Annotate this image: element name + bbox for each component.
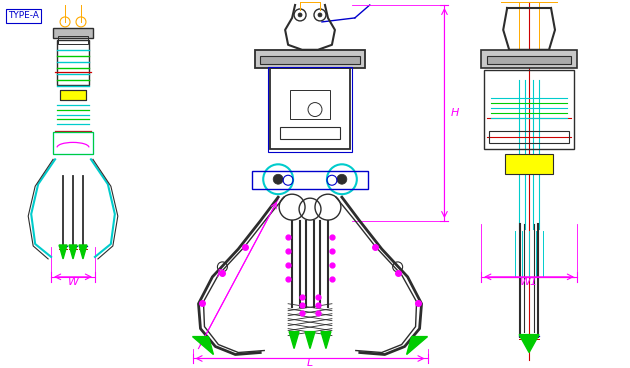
Bar (255, 50, 365, 68)
Circle shape (273, 174, 283, 184)
Circle shape (318, 13, 322, 17)
Bar (58, 36, 88, 44)
Bar (53, 132, 93, 154)
Bar (490, 131, 569, 144)
Bar (260, 56, 360, 64)
Bar (53, 28, 93, 38)
Text: TYPE-A: TYPE-A (8, 11, 38, 21)
Text: H: H (450, 107, 459, 117)
Bar (280, 127, 340, 139)
Bar (505, 154, 553, 174)
Text: W1: W1 (520, 277, 538, 287)
Bar (57, 40, 89, 85)
Text: W: W (67, 277, 79, 287)
Bar (290, 90, 330, 120)
Circle shape (298, 13, 302, 17)
Polygon shape (289, 332, 299, 348)
Bar (53, 132, 93, 154)
Bar (60, 90, 86, 100)
Bar (268, 67, 352, 152)
Text: L: L (307, 358, 313, 368)
Polygon shape (193, 337, 214, 354)
Polygon shape (406, 337, 428, 354)
Bar (270, 68, 350, 149)
Bar (481, 50, 577, 68)
Polygon shape (321, 332, 331, 348)
Bar (484, 70, 574, 149)
Polygon shape (69, 245, 77, 259)
Bar (487, 56, 571, 64)
Text: R: R (217, 269, 224, 279)
Bar (252, 171, 368, 189)
Polygon shape (79, 245, 87, 259)
Polygon shape (59, 245, 67, 259)
Polygon shape (305, 332, 315, 348)
Polygon shape (519, 335, 539, 353)
Bar (60, 90, 86, 100)
Circle shape (337, 174, 347, 184)
